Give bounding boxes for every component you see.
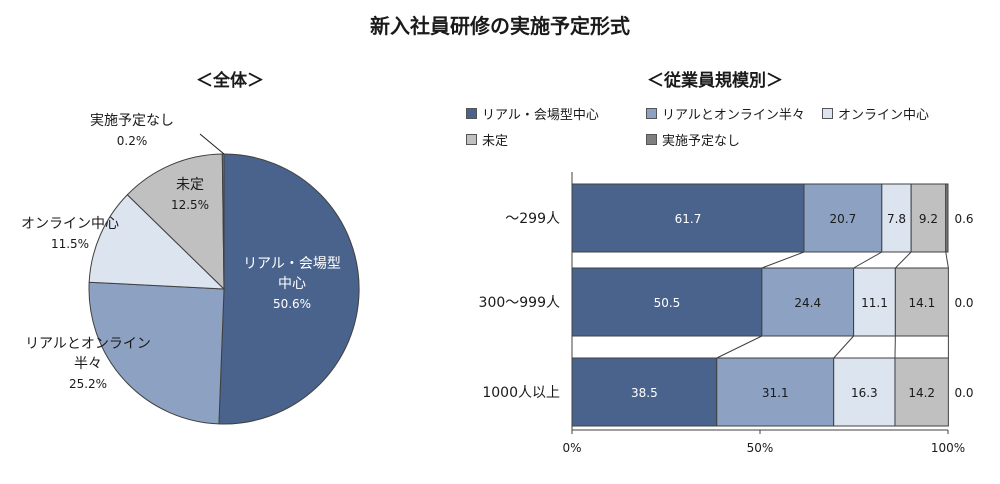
bar-value-label: 14.1 bbox=[909, 296, 936, 310]
bar-segment-series-4 bbox=[894, 267, 949, 337]
x-tick-label: 100% bbox=[931, 441, 965, 455]
bar-value-label: 9.2 bbox=[919, 212, 938, 226]
pie-leader-line bbox=[199, 133, 225, 155]
pie-slice-value-4: 12.5% bbox=[171, 198, 209, 212]
pie-chart-title: ＜全体＞ bbox=[196, 71, 264, 91]
pie-chart: リアル・会場型中心 50.6% リアルとオンライン半々 25.2% オンライン中心 11.… bbox=[21, 113, 360, 425]
stacked-bar-chart: 0% 50% 100% ～299人 300～999人 1000人以上 61.7 20.7 7.8… bbox=[479, 172, 974, 455]
pie-slice-label-1: リアル・会場型 bbox=[243, 256, 341, 272]
bar-segment-series-3 bbox=[881, 183, 912, 253]
pie-slice-label-4: 未定 bbox=[176, 177, 204, 193]
pie-slice-2 bbox=[88, 281, 225, 425]
bar-value-label: 38.5 bbox=[631, 386, 658, 400]
legend-label: リアル・会場型中心 bbox=[482, 108, 599, 123]
series-connector-line bbox=[716, 335, 763, 359]
bar-value-label: 0.0 bbox=[954, 386, 973, 400]
legend-item-series-5: 実施予定なし bbox=[646, 130, 740, 149]
bar-value-label: 0.6 bbox=[954, 212, 973, 226]
bar-chart-title: ＜従業員規模別＞ bbox=[647, 71, 783, 91]
pie-slice-value-1: 50.6% bbox=[273, 297, 311, 311]
bar-legend: リアル・会場型中心 リアルとオンライン半々 オンライン中心未定 実施予定なし bbox=[466, 104, 986, 164]
bar-value-label: 31.1 bbox=[762, 386, 789, 400]
bar-segment-series-3 bbox=[833, 357, 896, 427]
bar-value-label: 20.7 bbox=[830, 212, 857, 226]
bar-segment-series-4 bbox=[894, 357, 949, 427]
pie-slice-label-5: 実施予定なし bbox=[90, 113, 174, 129]
legend-item-series-4: 未定 bbox=[466, 130, 508, 149]
series-connector-line bbox=[761, 251, 805, 269]
series-connector-line bbox=[833, 335, 854, 359]
bar-value-label: 61.7 bbox=[675, 212, 702, 226]
legend-item-series-3: オンライン中心 bbox=[822, 104, 929, 123]
bar-segment-series-1 bbox=[571, 183, 805, 253]
series-connector-line bbox=[945, 251, 949, 269]
pie-slice-label-2: 半々 bbox=[74, 356, 102, 372]
bar-segment-series-5 bbox=[945, 183, 949, 253]
legend-swatch bbox=[646, 134, 657, 145]
bar-segment-series-3 bbox=[853, 267, 896, 337]
pie-slice-3 bbox=[88, 194, 226, 290]
category-label: 300～999人 bbox=[479, 295, 560, 311]
bar-segment-series-2 bbox=[803, 183, 883, 253]
legend-label: 未定 bbox=[482, 134, 509, 149]
bar-value-label: 14.2 bbox=[908, 386, 935, 400]
category-label: ～299人 bbox=[505, 211, 560, 227]
pie-slice-value-5: 0.2% bbox=[117, 134, 148, 148]
bar-segment-series-1 bbox=[571, 357, 718, 427]
pie-slice-4 bbox=[126, 153, 225, 291]
bar-value-label: 24.4 bbox=[794, 296, 821, 310]
bar-value-label: 50.5 bbox=[654, 296, 681, 310]
bar-segment-series-2 bbox=[761, 267, 855, 337]
pie-slice-label-3: オンライン中心 bbox=[21, 216, 119, 232]
x-tick-label: 0% bbox=[562, 441, 581, 455]
series-connector-line bbox=[853, 251, 883, 269]
pie-slice-label-2: リアルとオンライン bbox=[25, 336, 151, 352]
pie-slice-value-3: 11.5% bbox=[51, 237, 89, 251]
legend-item-series-1: リアル・会場型中心 bbox=[466, 104, 599, 123]
pie-slice-1 bbox=[218, 153, 360, 425]
legend-label: 実施予定なし bbox=[662, 134, 741, 149]
bar-value-label: 11.1 bbox=[861, 296, 888, 310]
legend-label: オンライン中心 bbox=[838, 108, 930, 123]
legend-swatch bbox=[822, 108, 833, 119]
category-label: 1000人以上 bbox=[482, 385, 560, 401]
legend-swatch bbox=[466, 134, 477, 145]
x-tick-label: 50% bbox=[747, 441, 774, 455]
bar-segment-series-2 bbox=[716, 357, 835, 427]
legend-item-series-2: リアルとオンライン半々 bbox=[646, 104, 805, 123]
legend-label: リアルとオンライン半々 bbox=[662, 108, 805, 123]
legend-swatch bbox=[646, 108, 657, 119]
series-connector-line bbox=[895, 251, 912, 269]
bar-segment-series-1 bbox=[571, 267, 763, 337]
bar-value-label: 0.0 bbox=[954, 296, 973, 310]
pie-slice-label-1: 中心 bbox=[278, 276, 306, 292]
chart-title: 新入社員研修の実施予定形式 bbox=[370, 14, 630, 38]
bar-value-label: 16.3 bbox=[851, 386, 878, 400]
pie-slice-value-2: 25.2% bbox=[69, 377, 107, 391]
legend-swatch bbox=[466, 108, 477, 119]
bar-value-label: 7.8 bbox=[887, 212, 906, 226]
bar-segment-series-4 bbox=[910, 183, 947, 253]
